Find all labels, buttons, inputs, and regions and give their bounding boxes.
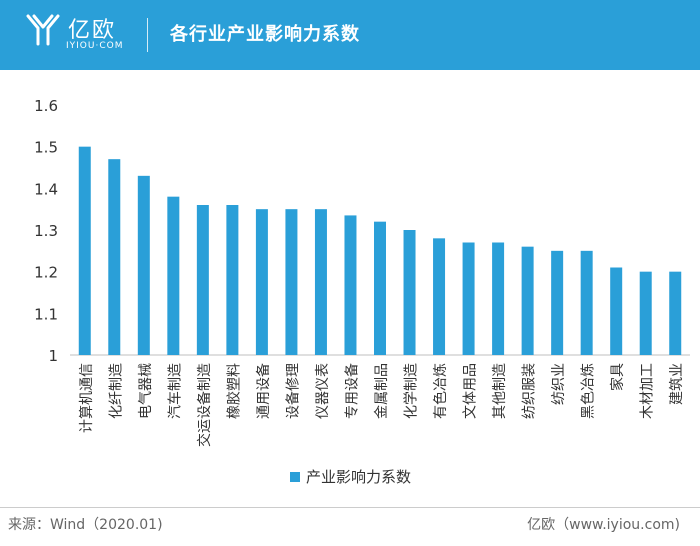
- bar-11: [374, 221, 386, 355]
- x-tick-label: 金属制品: [374, 363, 390, 419]
- x-tick-label: 黑色冶炼: [580, 363, 597, 419]
- bar-10: [344, 215, 357, 355]
- bar-6: [226, 205, 239, 355]
- header-banner: 亿欧 IYIOU·COM 各行业产业影响力系数: [0, 0, 700, 70]
- x-tick-label: 文体用品: [463, 363, 479, 419]
- header-divider: [147, 18, 148, 52]
- y-tick-label: 1: [48, 347, 58, 365]
- bar-3: [137, 175, 150, 355]
- page-title: 各行业产业影响力系数: [170, 24, 360, 45]
- x-tick-label: 纺织业: [551, 363, 567, 405]
- x-tick-label: 交运设备制造: [196, 363, 213, 447]
- bar-2: [108, 159, 121, 355]
- footer-divider: [0, 507, 700, 508]
- bar-12: [403, 230, 416, 355]
- bar-15: [492, 242, 505, 355]
- y-tick-label: 1.3: [34, 222, 58, 240]
- x-tick-label: 设备修理: [284, 363, 301, 419]
- bar-13: [433, 238, 446, 355]
- bar-16: [521, 246, 534, 355]
- bar-chart: 1 1.1 1.2 1.3 1.4 1.5 1.6 计算机通信 化纤制造 电气器械 汽车制造 交运设备…: [34, 97, 690, 486]
- y-tick-label: 1.2: [34, 264, 58, 282]
- bar-7: [255, 209, 268, 355]
- x-tick-label: 电气器械: [138, 363, 154, 419]
- y-tick-label: 1.1: [34, 305, 58, 323]
- x-tick-label: 化学制造: [404, 363, 420, 419]
- bar-17: [551, 250, 564, 355]
- x-tick-label: 有色冶炼: [432, 363, 449, 419]
- bar-9: [314, 209, 327, 355]
- x-tick-label: 木材加工: [640, 363, 656, 419]
- x-tick-label: 家具: [609, 363, 626, 391]
- legend-label: 产业影响力系数: [306, 468, 411, 486]
- iyiou-logo-icon: [26, 14, 60, 46]
- bar-21: [669, 271, 682, 355]
- x-tick-label: 其他制造: [492, 363, 508, 419]
- legend-swatch: [290, 472, 300, 482]
- x-tick-label: 通用设备: [255, 363, 272, 419]
- bar-19: [610, 267, 623, 355]
- bar-4: [167, 196, 180, 355]
- logo-subtext: IYIOU·COM: [66, 41, 124, 51]
- bar-18: [580, 250, 593, 355]
- source-note: 来源：Wind（2020.01): [8, 517, 163, 533]
- y-tick-label: 1.5: [34, 139, 58, 157]
- x-tick-label: 化纤制造: [108, 363, 124, 419]
- x-tick-label: 纺织服装: [522, 363, 538, 419]
- x-tick-label: 橡胶塑料: [225, 363, 242, 419]
- bar-5: [196, 205, 209, 355]
- bar-14: [462, 242, 475, 355]
- x-tick-label: 计算机通信: [79, 363, 95, 433]
- brand-credit: 亿欧（www.iyiou.com): [527, 517, 680, 533]
- bar-1: [78, 146, 91, 355]
- y-tick-label: 1.6: [34, 97, 58, 115]
- x-tick-label: 专用设备: [343, 363, 360, 419]
- y-tick-label: 1.4: [34, 180, 58, 198]
- x-tick-label: 建筑业: [669, 363, 685, 405]
- logo-text: 亿欧: [68, 18, 117, 43]
- x-tick-label: 汽车制造: [166, 363, 183, 419]
- bar-8: [285, 209, 298, 355]
- bar-20: [639, 271, 652, 355]
- x-tick-label: 仪器仪表: [315, 363, 331, 419]
